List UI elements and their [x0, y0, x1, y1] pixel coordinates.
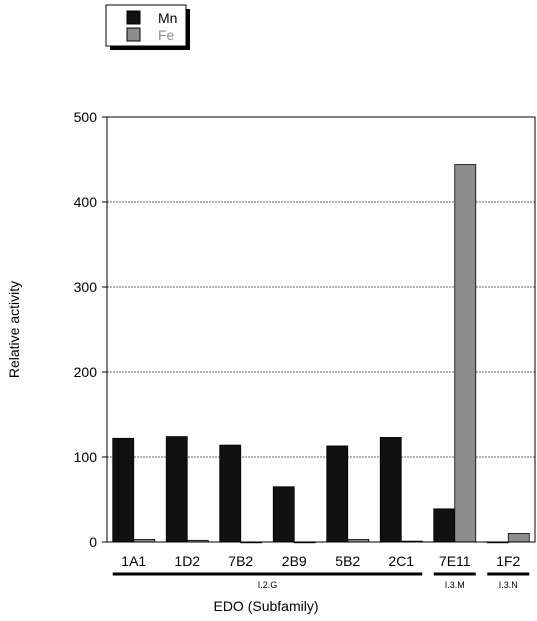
y-tick-label: 100: [74, 449, 98, 465]
legend-label-fe: Fe: [158, 27, 175, 43]
x-tick-label: 1A1: [121, 553, 146, 569]
bars: [112, 164, 530, 544]
gridlines: [107, 201, 535, 458]
y-tick-label: 300: [74, 279, 98, 295]
group-label: I.3.M: [445, 580, 465, 590]
x-tick-label: 1F2: [496, 553, 520, 569]
legend-label-mn: Mn: [158, 10, 177, 26]
legend: Mn Fe: [105, 4, 190, 50]
bar-mn-7b2: [219, 444, 242, 543]
x-tick-label: 2B9: [282, 553, 307, 569]
y-axis: 0 100 200 300 400 500: [74, 109, 107, 550]
x-tick-label: 7B2: [228, 553, 253, 569]
legend-box: [105, 4, 187, 47]
bar-fe-7e11: [454, 164, 477, 543]
group-label: I.3.N: [499, 580, 518, 590]
bar-mn-2b9: [272, 486, 295, 543]
bar-mn-7e11: [433, 508, 456, 543]
bar-mn-5b2: [326, 445, 349, 543]
x-tick-label: 7E11: [439, 553, 471, 569]
subfamily-groups: I.2.G I.3.M I.3.N: [112, 572, 530, 590]
x-tick-label: 2C1: [388, 553, 414, 569]
x-axis-title: EDO (Subfamily): [213, 598, 318, 614]
y-tick-label: 200: [74, 364, 98, 380]
legend-swatch-mn: [126, 10, 141, 25]
x-tick-label: 5B2: [335, 553, 360, 569]
y-tick-label: 400: [74, 194, 98, 210]
y-tick-label: 500: [74, 109, 98, 125]
group-label: I.2.G: [258, 580, 278, 590]
bar-mn-1d2: [165, 436, 188, 543]
plot-frame: [106, 116, 536, 543]
y-axis-title: Relative activity: [6, 281, 22, 378]
x-tick-label: 1D2: [174, 553, 200, 569]
y-tick-label: 0: [89, 534, 97, 550]
bar-fe-1f2: [507, 533, 530, 543]
legend-swatch-fe: [126, 27, 141, 42]
bar-mn-1a1: [112, 437, 135, 543]
x-axis: 1A1 1D2 7B2 2B9 5B2 2C1 7E11 1F2: [121, 553, 520, 569]
bar-mn-2c1: [379, 437, 402, 543]
